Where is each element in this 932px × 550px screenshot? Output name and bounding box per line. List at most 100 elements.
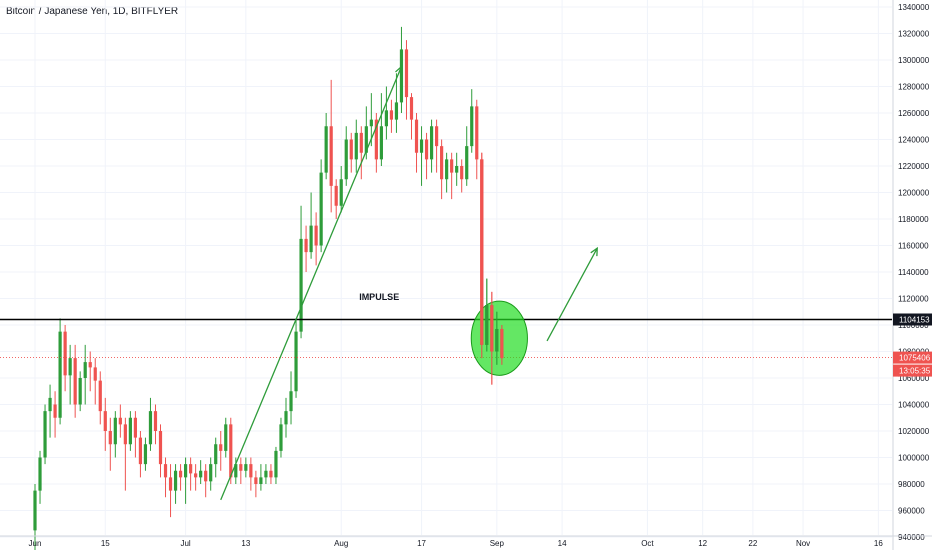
- candle-body: [214, 444, 218, 465]
- candle-body: [369, 119, 373, 127]
- candle-body: [178, 470, 183, 478]
- candle-body: [264, 470, 268, 478]
- candle-body: [440, 146, 444, 180]
- candle-body: [103, 411, 107, 431]
- trend-arrow-line: [220, 66, 403, 501]
- candles: [33, 26, 504, 550]
- trend-arrow-head: [590, 246, 598, 257]
- candle-body: [189, 464, 193, 474]
- highlight-circle: [470, 300, 528, 376]
- y-tick-label: 1220000: [898, 162, 930, 171]
- chart-title: Bitcoin / Japanese Yen, 1D, BITFLYER: [6, 6, 179, 17]
- candle-body: [460, 166, 464, 180]
- annotations: IMPULSE: [220, 65, 598, 501]
- x-tick-label: 17: [417, 539, 426, 548]
- candle-body: [33, 490, 37, 531]
- x-tick-label: 13: [241, 539, 250, 548]
- y-tick-label: 940000: [898, 533, 925, 542]
- price-axis[interactable]: 1340000 1320000 1300000 1280000 1260000 12400…: [892, 0, 932, 550]
- candle-body: [500, 328, 504, 359]
- candle-body: [329, 126, 333, 186]
- candle-body: [234, 464, 238, 478]
- candle-body: [108, 431, 112, 445]
- candle-body: [414, 119, 419, 153]
- candle-body: [344, 139, 348, 180]
- candle-body: [184, 464, 188, 478]
- candle-body: [249, 464, 253, 478]
- candle-body: [123, 424, 127, 445]
- candle-body: [93, 367, 97, 381]
- candle-body: [279, 424, 283, 451]
- time-axis[interactable]: Jun 15 Jul 13 Aug 17 Sep 14 Oct 12 22 Nov 16: [0, 535, 932, 548]
- candle-body: [404, 49, 409, 98]
- candle-body: [299, 238, 303, 332]
- candle-body: [158, 431, 163, 465]
- candle-body: [68, 358, 72, 376]
- candle-body: [289, 391, 293, 412]
- candle-body: [339, 179, 343, 206]
- candle-body: [334, 185, 338, 206]
- candle-body: [118, 417, 122, 425]
- candle-body: [490, 305, 494, 352]
- candle-body: [274, 450, 278, 478]
- level-badge: [893, 313, 932, 326]
- candle-body: [148, 411, 153, 445]
- candle-body: [143, 444, 148, 465]
- x-tick-label: Aug: [334, 539, 348, 548]
- candle-body: [399, 49, 404, 103]
- countdown-badge: [893, 364, 932, 377]
- x-tick-label: Nov: [796, 539, 810, 548]
- candle-body: [98, 380, 102, 412]
- x-tick-label: 16: [874, 539, 883, 548]
- trend-arrow-head: [395, 65, 403, 75]
- candle-body: [88, 362, 92, 368]
- x-tick-label: Jul: [180, 539, 190, 548]
- y-tick-label: 1260000: [898, 109, 930, 118]
- candle-body: [475, 106, 479, 160]
- x-tick-label: 12: [698, 539, 707, 548]
- y-tick-label: 1280000: [898, 83, 930, 92]
- candle-body: [128, 417, 132, 445]
- candle-body: [419, 139, 424, 153]
- candle-body: [244, 464, 248, 471]
- candle-body: [314, 225, 318, 246]
- x-tick-label: Oct: [641, 539, 654, 548]
- candle-body: [43, 411, 47, 458]
- candle-body: [409, 97, 414, 120]
- candle-body: [364, 126, 368, 153]
- candle-body: [199, 470, 203, 478]
- candle-body: [229, 424, 233, 478]
- candle-body: [254, 477, 258, 484]
- y-tick-label: 1060000: [898, 374, 930, 383]
- candle-body: [445, 159, 449, 180]
- candle-body: [284, 411, 288, 425]
- candle-body: [194, 473, 198, 478]
- y-tick-label: 1320000: [898, 30, 930, 39]
- y-tick-label: 1160000: [898, 242, 929, 251]
- candle-body: [354, 132, 358, 160]
- candle-body: [429, 126, 434, 160]
- candle-body: [294, 331, 298, 392]
- candle-body: [53, 404, 57, 418]
- x-tick-label: 14: [558, 539, 567, 548]
- y-tick-label: 1120000: [898, 295, 929, 304]
- candle-body: [435, 126, 439, 147]
- y-tick-label: 980000: [898, 480, 925, 489]
- y-tick-label: 1200000: [898, 189, 930, 198]
- y-tick-label: 1000000: [898, 454, 930, 463]
- y-tick-label: 1340000: [898, 3, 930, 12]
- candle-body: [204, 470, 208, 482]
- candle-body: [209, 464, 213, 482]
- y-tick-label: 1040000: [898, 401, 930, 410]
- candle-body: [455, 166, 459, 173]
- candle-body: [269, 470, 273, 478]
- y-tick-label: 1240000: [898, 136, 930, 145]
- candle-body: [470, 106, 474, 147]
- candle-body: [450, 159, 454, 173]
- candle-body: [48, 397, 52, 412]
- candle-body: [324, 126, 328, 173]
- candle-body: [309, 225, 313, 253]
- candle-body: [495, 328, 499, 352]
- candle-body: [219, 444, 223, 451]
